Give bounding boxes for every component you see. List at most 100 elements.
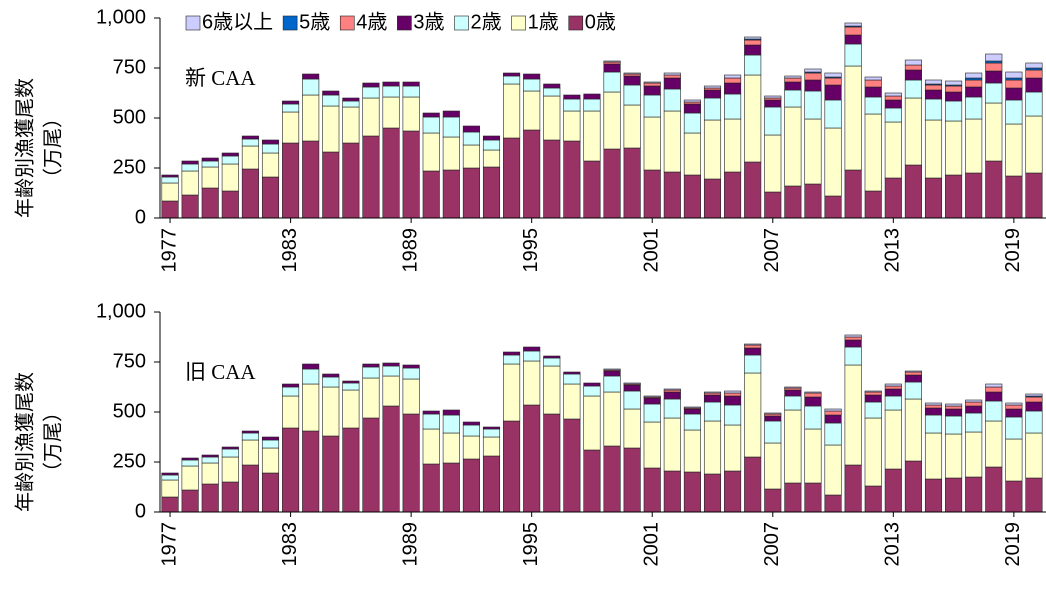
bar-segment (583, 160, 601, 219)
bar-segment (181, 465, 199, 491)
bar-segment (784, 185, 802, 219)
bar-segment (643, 403, 661, 423)
bar-segment (764, 191, 782, 219)
bar-segment (623, 104, 641, 149)
bar-segment (663, 74, 681, 79)
bar-segment (603, 71, 621, 93)
bar-segment (784, 482, 802, 513)
bar-segment (503, 83, 521, 139)
bar-segment (683, 429, 701, 473)
bar-segment (1025, 410, 1043, 434)
bar-segment (945, 403, 963, 407)
bar-segment (603, 91, 621, 150)
bar-segment (724, 118, 742, 173)
bar-segment (523, 90, 541, 131)
bar-segment (703, 97, 722, 121)
bar-segment (884, 388, 902, 397)
bar-segment (744, 354, 762, 374)
legend-label: 6歳以上 (202, 10, 273, 33)
bar-segment (985, 82, 1003, 104)
bar-segment (844, 336, 862, 341)
bar-segment (282, 386, 300, 397)
bar-segment (804, 68, 822, 73)
bar-segment (181, 489, 199, 513)
bar-segment (884, 107, 902, 123)
bar-segment (543, 83, 561, 89)
bar-segment (282, 103, 300, 113)
legend-label: 4歳 (356, 10, 387, 33)
x-tick-label: 1977 (158, 228, 180, 273)
bar-segment (724, 82, 742, 95)
bar-segment (703, 394, 722, 403)
bar-segment (402, 96, 420, 132)
bar-segment (784, 395, 802, 411)
x-tick-label: 2007 (761, 522, 783, 567)
bar-segment (724, 470, 742, 513)
bar-segment (181, 457, 199, 461)
bar-segment (965, 412, 983, 433)
bar-segment (241, 138, 259, 147)
bar-segment (965, 77, 983, 81)
bar-segment (402, 413, 420, 513)
x-tick-label: 1995 (520, 228, 542, 273)
bar-segment (462, 458, 480, 513)
bar-segment (884, 121, 902, 179)
bar-segment (623, 72, 641, 75)
bar-segment (965, 476, 983, 513)
bar-segment (985, 70, 1003, 84)
bar-segment (744, 343, 762, 346)
bar-segment (523, 350, 541, 362)
bar-segment (623, 73, 641, 77)
bar-segment (362, 366, 380, 379)
bar-segment (945, 80, 963, 86)
bar-segment (663, 171, 681, 219)
bar-segment (161, 176, 179, 184)
bar-segment (904, 371, 922, 376)
y-tick-label: 250 (113, 450, 146, 472)
y-tick-label: 500 (113, 106, 146, 128)
bar-segment (744, 372, 762, 458)
bar-segment (503, 354, 521, 365)
x-tick-label: 1983 (279, 228, 301, 273)
bar-segment (784, 81, 802, 91)
bar-segment (523, 129, 541, 219)
bar-segment (744, 456, 762, 513)
bar-segment (864, 485, 882, 513)
bar-segment (904, 370, 922, 373)
bar-segment (945, 415, 963, 435)
bar-segment (382, 96, 400, 129)
bar-segment (924, 119, 943, 179)
bar-segment (623, 447, 641, 513)
bar-segment (1025, 393, 1043, 397)
bar-segment (904, 79, 922, 99)
bar-segment (724, 395, 742, 406)
bar-segment (402, 85, 420, 98)
bar-segment (282, 383, 300, 388)
bar-segment (322, 105, 340, 153)
bar-segment (824, 410, 842, 416)
bar-segment (643, 94, 661, 118)
bar-segment (844, 346, 862, 366)
bar-segment (241, 464, 259, 513)
legend-swatch (185, 15, 201, 31)
bar-segment (844, 334, 862, 338)
bar-segment (181, 459, 199, 467)
bar-segment (744, 54, 762, 76)
x-tick-label: 2007 (761, 228, 783, 273)
bar-segment (824, 84, 842, 101)
bar-segment (663, 72, 681, 76)
bar-segment (241, 432, 259, 441)
legend-swatch (511, 15, 526, 31)
bar-segment (985, 391, 1003, 402)
bar-segment (1005, 99, 1023, 125)
bar-segment (1025, 401, 1043, 412)
bar-segment (342, 382, 360, 391)
bar-segment (904, 59, 922, 66)
bar-segment (201, 483, 219, 513)
bar-segment (402, 364, 420, 369)
legend-label: 2歳 (471, 10, 502, 33)
bar-segment (744, 44, 762, 56)
bar-segment (342, 380, 360, 384)
bar-segment (965, 79, 983, 88)
bar-segment (221, 448, 239, 458)
